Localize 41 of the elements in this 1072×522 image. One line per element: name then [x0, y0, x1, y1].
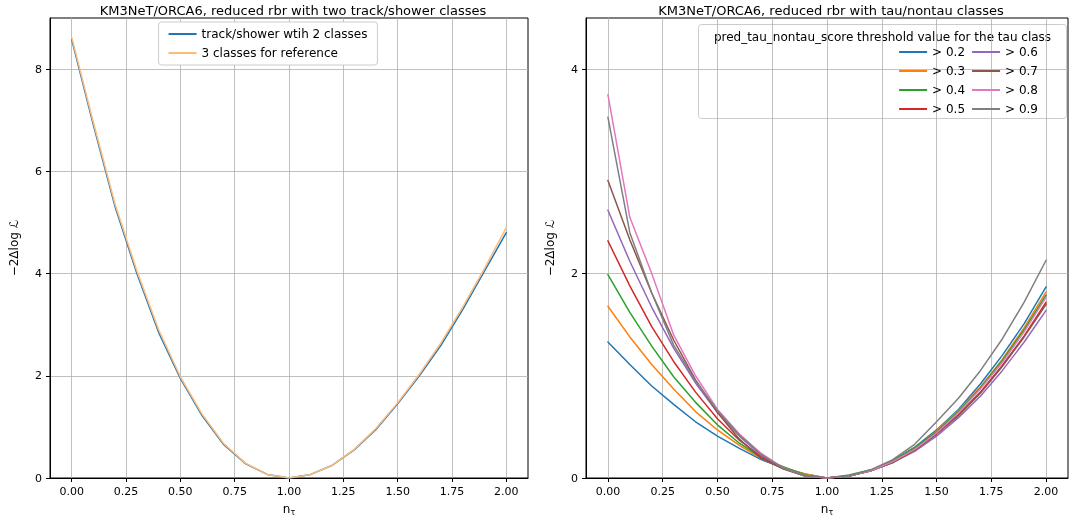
x-tick-label: 0.00 [595, 485, 621, 498]
chart-title: KM3NeT/ORCA6, reduced rbr with two track/shower classes [99, 3, 487, 18]
legend-label: > 0.3 [932, 64, 966, 78]
legend-label: > 0.7 [1005, 64, 1038, 78]
y-tick-label: 4 [571, 62, 578, 76]
legend-label: > 0.6 [1005, 45, 1038, 59]
legend-label: > 0.9 [1005, 102, 1038, 116]
x-tick-label: 0.00 [59, 485, 84, 498]
x-tick-label: 0.75 [222, 485, 247, 498]
x-tick-label: 1.25 [869, 485, 895, 498]
x-tick-label: 1.75 [979, 485, 1004, 498]
x-tick-label: 2.00 [494, 485, 519, 498]
x-tick-label: 0.50 [168, 485, 193, 498]
x-tick-label: 1.50 [924, 485, 949, 498]
x-tick-label: 1.00 [276, 485, 302, 498]
legend-label: > 0.4 [932, 83, 966, 97]
legend-label: > 0.8 [1005, 83, 1038, 97]
x-tick-label: 0.75 [759, 485, 785, 498]
legend-title: pred_tau_nontau_score threshold value for the tau class [713, 29, 1052, 44]
y-tick-label: 4 [35, 267, 42, 281]
x-tick-label: 0.25 [650, 485, 675, 498]
chart-title: KM3NeT/ORCA6, reduced rbr with tau/nontau classes [658, 3, 1005, 18]
y-axis-title: −2Δlog ℒ [7, 219, 21, 277]
legend-label: > 0.2 [932, 45, 966, 59]
x-tick-label: 2.00 [1033, 485, 1059, 498]
x-tick-label: 1.75 [439, 485, 465, 498]
y-tick-label: 0 [35, 471, 42, 485]
legend-label: 3 classes for reference [201, 46, 338, 60]
y-axis-title: −2Δlog ℒ [543, 219, 557, 277]
x-tick-label: 1.25 [331, 485, 356, 498]
y-tick-label: 8 [35, 62, 42, 76]
y-tick-label: 6 [35, 164, 42, 178]
y-tick-label: 2 [35, 369, 42, 383]
y-tick-label: 0 [571, 471, 578, 485]
x-tick-label: 1.00 [814, 485, 840, 498]
x-tick-label: 0.25 [113, 485, 139, 498]
x-tick-label: 0.50 [705, 485, 730, 498]
x-tick-label: 1.50 [385, 485, 410, 498]
legend-label: track/shower wtih 2 classes [201, 27, 368, 41]
legend-label: > 0.5 [932, 102, 966, 116]
y-tick-label: 2 [571, 267, 578, 281]
